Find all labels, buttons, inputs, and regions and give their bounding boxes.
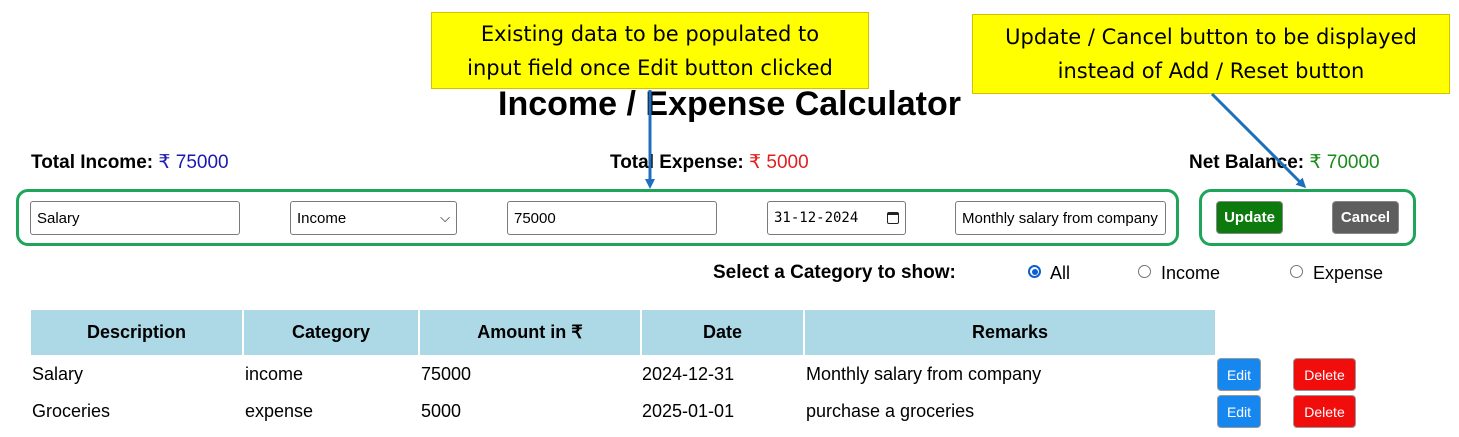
header-amount: Amount in ₹: [420, 310, 640, 355]
cell-description: Salary: [32, 364, 84, 384]
callout-update-line-1: Update / Cancel button to be displayed: [1005, 25, 1417, 49]
description-input[interactable]: Salary: [30, 201, 240, 235]
radio-expense[interactable]: [1290, 265, 1303, 278]
radio-all-label[interactable]: All: [1050, 263, 1071, 283]
category-select-value: Income: [297, 209, 347, 227]
cell-remarks: Monthly salary from company: [806, 364, 1042, 384]
date-input-value: 31-12-2024: [774, 210, 859, 226]
net-balance-value: ₹ 70000: [1309, 152, 1380, 173]
edit-button[interactable]: Edit: [1217, 395, 1261, 428]
delete-button[interactable]: Delete: [1293, 358, 1356, 391]
cell-amount: 75000: [421, 364, 472, 384]
radio-income-label[interactable]: Income: [1161, 263, 1221, 283]
net-balance: Net Balance: ₹ 70000: [1189, 151, 1380, 175]
page-title: Income / Expense Calculator: [498, 85, 961, 123]
callout-edit-populate: Existing data to be populated to input f…: [431, 12, 869, 89]
remarks-input[interactable]: Monthly salary from company: [955, 201, 1166, 235]
delete-button[interactable]: Delete: [1293, 395, 1356, 428]
header-description: Description: [31, 310, 242, 355]
total-expense: Total Expense: ₹ 5000: [610, 151, 809, 175]
callout-edit-line-1: Existing data to be populated to: [480, 21, 820, 46]
total-income: Total Income: ₹ 75000: [31, 151, 229, 175]
cell-date: 2024-12-31: [642, 364, 735, 384]
callout-update-cancel: Update / Cancel button to be displayed i…: [972, 14, 1450, 94]
filter-label: Select a Category to show:: [713, 262, 956, 283]
radio-income[interactable]: [1138, 265, 1151, 278]
cancel-button[interactable]: Cancel: [1332, 201, 1399, 234]
cell-category: expense: [245, 401, 314, 421]
cell-category: income: [245, 364, 304, 384]
amount-input[interactable]: 75000: [507, 201, 717, 235]
total-income-value: ₹ 75000: [158, 152, 229, 173]
cell-description: Groceries: [32, 401, 111, 421]
form-fields-highlight: [16, 189, 1179, 246]
cell-amount: 5000: [421, 401, 462, 421]
total-expense-label: Total Expense:: [610, 152, 744, 173]
update-button[interactable]: Update: [1216, 201, 1283, 234]
edit-button[interactable]: Edit: [1217, 358, 1261, 391]
header-remarks: Remarks: [805, 310, 1215, 355]
radio-all[interactable]: [1028, 265, 1041, 278]
amount-input-value: 75000: [514, 209, 556, 227]
date-input[interactable]: 31-12-2024: [767, 201, 906, 235]
chevron-down-icon: ⌵: [440, 210, 450, 225]
form-buttons-highlight: [1199, 189, 1416, 246]
total-expense-value: ₹ 5000: [749, 152, 809, 173]
cell-remarks: purchase a groceries: [806, 401, 975, 421]
calendar-icon[interactable]: [887, 212, 899, 224]
header-date: Date: [642, 310, 803, 355]
remarks-input-value: Monthly salary from company: [962, 209, 1158, 227]
total-income-label: Total Income:: [31, 152, 154, 173]
description-input-value: Salary: [37, 209, 80, 227]
net-balance-label: Net Balance:: [1189, 152, 1305, 173]
callout-update-line-2: instead of Add / Reset button: [1057, 59, 1365, 83]
callout-edit-line-2: input field once Edit button clicked: [467, 55, 833, 80]
header-category: Category: [244, 310, 418, 355]
radio-expense-label[interactable]: Expense: [1313, 263, 1384, 283]
cell-date: 2025-01-01: [642, 401, 735, 421]
category-select[interactable]: Income ⌵: [290, 201, 457, 235]
